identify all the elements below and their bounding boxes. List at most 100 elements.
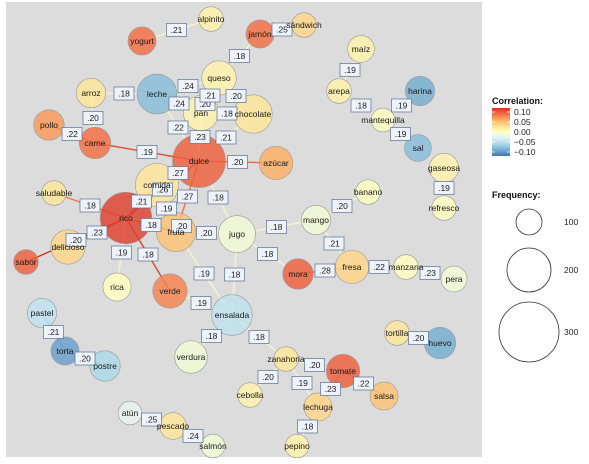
- edge-label: .18: [212, 193, 224, 203]
- size-legend-label: 100: [564, 217, 578, 227]
- node-label: torta: [56, 346, 73, 356]
- edge-label: .25: [146, 415, 158, 425]
- edge-label: .24: [182, 81, 194, 91]
- node-label: salmón: [199, 441, 227, 451]
- node-label: azúcar: [263, 158, 289, 168]
- node-lechuga: [303, 392, 333, 422]
- edge-label-box: [43, 325, 64, 339]
- edge-label-box: [350, 98, 372, 113]
- edge-label: .20: [336, 201, 348, 211]
- color-legend-label: −0.10: [514, 147, 536, 157]
- edge-label-box: [304, 358, 325, 372]
- edge-label: .18: [84, 201, 96, 211]
- edge-label-box: [391, 98, 412, 113]
- edge-label-box: [167, 166, 189, 180]
- edge-label-box: [166, 23, 187, 37]
- node-label: fresa: [343, 262, 362, 272]
- size-legend-circle: [515, 208, 543, 236]
- node-arroz: [76, 78, 106, 108]
- edge-label-box: [199, 88, 221, 103]
- node-label: sal: [413, 143, 424, 153]
- node-label: manzana: [389, 262, 424, 272]
- node-label: carne: [84, 138, 106, 148]
- node-label: mango: [303, 215, 329, 225]
- edge-label: .21: [48, 327, 60, 337]
- edge-label: .19: [161, 204, 173, 214]
- edge-label-box: [353, 376, 374, 391]
- color-legend-bar: [492, 108, 510, 156]
- node-salmon: [200, 433, 226, 459]
- edge-label: .18: [229, 270, 241, 280]
- node-label: chocolate: [235, 109, 272, 119]
- edge-label-box: [79, 198, 101, 213]
- node-label: queso: [207, 73, 230, 83]
- edge-label-box: [182, 429, 204, 443]
- edge-label: .21: [171, 25, 183, 35]
- edge-label-box: [193, 266, 215, 281]
- edge-label-box: [339, 63, 361, 77]
- edge-label: .22: [172, 123, 184, 133]
- edge-label: .25: [276, 25, 288, 35]
- edge-label: .18: [118, 89, 130, 99]
- color-legend-title: Correlation:: [492, 96, 543, 106]
- node-label: refresco: [429, 203, 460, 213]
- node-label: salsa: [374, 391, 394, 401]
- edge-label-box: [248, 330, 270, 344]
- edge-label: .18: [302, 422, 314, 432]
- size-legend-circle: [506, 247, 552, 293]
- node-label: rica: [110, 282, 124, 292]
- edge-label: .19: [344, 65, 356, 75]
- node-mora: [282, 258, 314, 290]
- node-ensalada: [211, 294, 253, 336]
- edge-label: .23: [424, 268, 436, 278]
- node-label: yogurt: [130, 36, 154, 46]
- node-sabor: [13, 249, 39, 275]
- edge-label-box: [140, 218, 162, 232]
- node-label: pan: [194, 108, 208, 118]
- edge-label-box: [196, 226, 217, 240]
- edge-label-box: [190, 296, 212, 310]
- node-labels-layer: alpinito yogurt jamón sándwich maíz leche ques…: [15, 14, 462, 451]
- node-zanahoria: [273, 346, 299, 372]
- edge-label-box: [201, 329, 222, 343]
- size-legend-title: Frequency:: [492, 190, 541, 200]
- node-pepino: [284, 433, 310, 459]
- edge-label-box: [224, 267, 245, 282]
- edge-label: .22: [358, 379, 370, 389]
- edge-label: .20: [79, 354, 91, 364]
- node-arepa: [326, 78, 352, 104]
- node-label: huevo: [428, 338, 451, 348]
- color-legend: Correlation:0.100.050.00−0.05−0.10: [492, 96, 543, 157]
- node-label: leche: [147, 89, 168, 99]
- node-tomate: [325, 353, 361, 389]
- edge-label: .18: [271, 222, 283, 232]
- edge-label: .27: [182, 192, 194, 202]
- edge-label-box: [331, 199, 353, 213]
- edge-label-box: [168, 96, 190, 111]
- node-label: mora: [288, 269, 308, 279]
- node-banano: [355, 179, 381, 205]
- node-leche: [136, 73, 178, 115]
- edge-label: .19: [296, 378, 308, 388]
- color-legend-label: −0.05: [514, 137, 536, 147]
- edge-label: .19: [195, 298, 207, 308]
- edge-label: .21: [136, 197, 148, 207]
- edge-label: .28: [319, 266, 331, 276]
- node-label: verdura: [177, 352, 206, 362]
- node-label: sándwich: [286, 20, 322, 30]
- edge-label: .18: [142, 250, 154, 260]
- edge-label-box: [137, 247, 159, 262]
- edge-label: .19: [116, 248, 128, 258]
- edge-label-box: [419, 266, 441, 280]
- edge-label-box: [314, 263, 336, 278]
- size-legend-label: 200: [564, 265, 578, 275]
- node-label: comida: [143, 180, 171, 190]
- node-label: sabor: [15, 257, 36, 267]
- edge-label-box: [229, 49, 250, 63]
- node-label: dulce: [189, 156, 210, 166]
- edge-label: .21: [204, 91, 216, 101]
- node-label: postre: [93, 361, 117, 371]
- edge-label: .24: [173, 99, 185, 109]
- edge-label: .18: [221, 109, 233, 119]
- edge-label: .20: [87, 113, 99, 123]
